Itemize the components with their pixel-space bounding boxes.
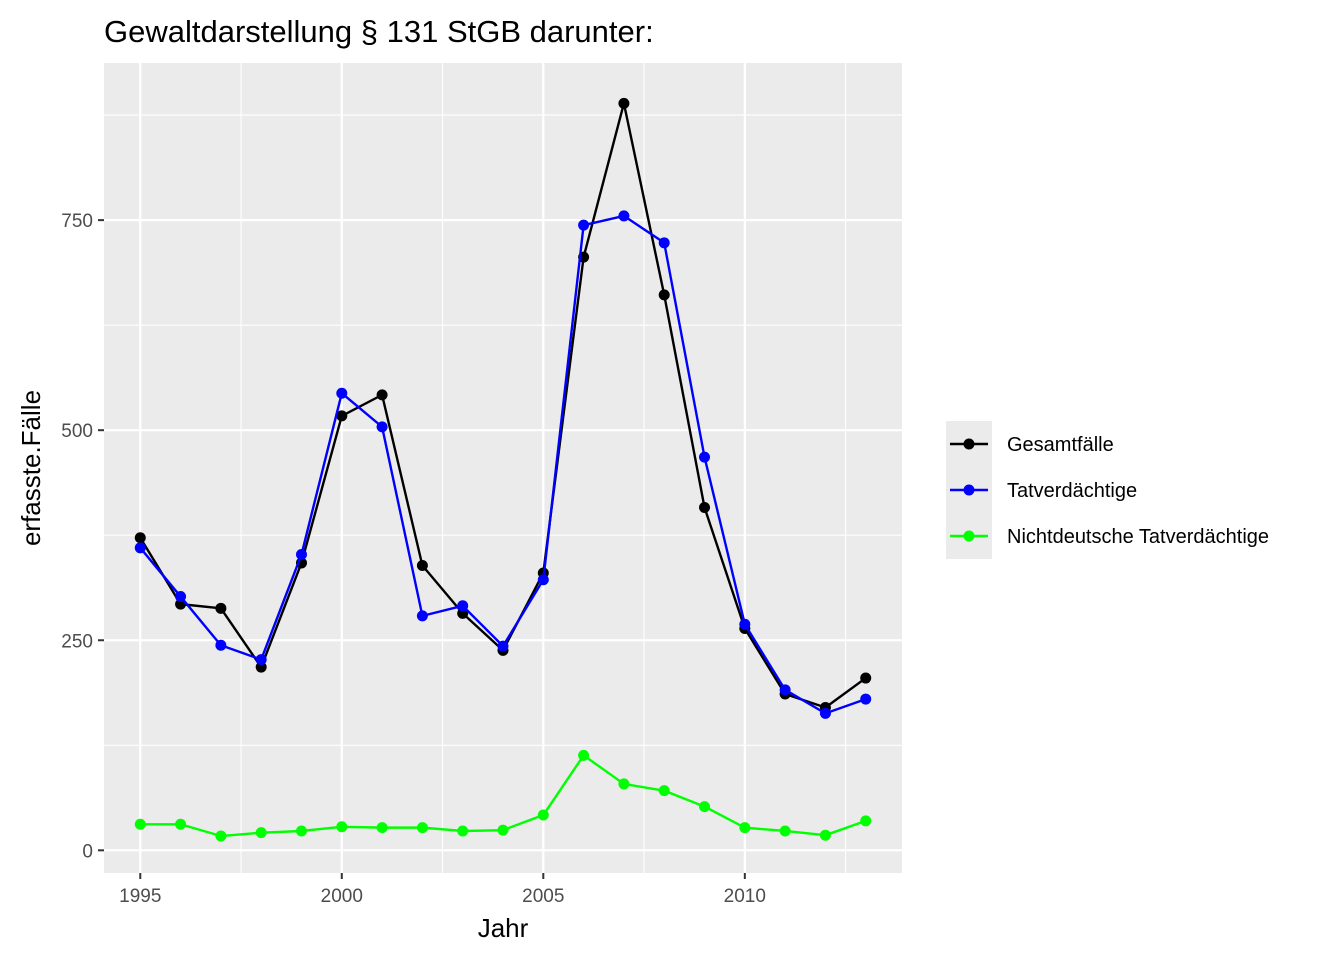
legend-label: Gesamtfälle — [1007, 434, 1114, 456]
series-3 — [134, 749, 872, 842]
series-2-point — [658, 237, 670, 249]
series-2-point — [699, 451, 711, 463]
series-2-point — [618, 210, 630, 222]
y-tick-label: 500 — [61, 421, 93, 442]
series-3-point — [295, 825, 307, 837]
series-3-point — [134, 818, 146, 830]
series-3-point — [819, 829, 831, 841]
plot-panel — [104, 63, 902, 873]
series-2-point — [295, 549, 307, 561]
series-2-point — [255, 654, 267, 666]
series-2-point — [416, 610, 428, 622]
legend-label: Nichtdeutsche Tatverdächtige — [1007, 526, 1269, 548]
series-1-point — [699, 501, 711, 513]
series-3-point — [457, 825, 469, 837]
series-2 — [134, 210, 872, 719]
chart-title: Gewaltdarstellung § 131 StGB darunter: — [104, 14, 654, 49]
series-1-point — [336, 410, 348, 422]
y-axis-title: erfasste.Fälle — [16, 390, 46, 546]
x-axis: 1995 2000 2005 2010 — [119, 873, 766, 907]
series-3-point — [658, 785, 670, 797]
series-3-point — [255, 827, 267, 839]
y-tick-label: 750 — [61, 211, 93, 232]
series-2-point — [457, 600, 469, 612]
series-2-point — [376, 421, 388, 433]
series-2-point — [578, 219, 590, 231]
legend-key-point — [963, 530, 975, 542]
series-3-point — [739, 822, 751, 834]
x-tick-label: 1995 — [119, 886, 161, 907]
series-2-point — [134, 542, 146, 554]
series-2-point — [497, 640, 509, 652]
legend-key-point — [963, 438, 975, 450]
series-3-point — [537, 809, 549, 821]
series-1-point — [618, 97, 630, 109]
series-3-point — [416, 822, 428, 834]
major-gridlines — [104, 63, 902, 873]
y-tick-label: 250 — [61, 631, 93, 652]
series-3-point — [779, 825, 791, 837]
series-1-point — [255, 661, 267, 673]
series-2-point — [175, 591, 187, 603]
legend-label: Tatverdächtige — [1007, 480, 1137, 502]
series-1-point — [376, 389, 388, 401]
series-3-point — [336, 821, 348, 833]
series-1-point — [658, 289, 670, 301]
series-2-point — [336, 387, 348, 399]
series-1-point — [416, 559, 428, 571]
series-2-point — [215, 639, 227, 651]
x-axis-title: Jahr — [478, 913, 529, 943]
y-tick-label: 0 — [82, 841, 93, 862]
x-tick-label: 2010 — [724, 886, 766, 907]
series-3-point — [376, 822, 388, 834]
series-layer — [134, 97, 872, 842]
x-tick-label: 2005 — [522, 886, 564, 907]
series-2-point — [860, 693, 872, 705]
legend-key-point — [963, 484, 975, 496]
series-3-point — [699, 801, 711, 813]
series-3-point — [618, 778, 630, 790]
series-3-point — [860, 815, 872, 827]
x-tick-label: 2000 — [321, 886, 363, 907]
series-2-point — [819, 707, 831, 719]
series-2-point — [779, 684, 791, 696]
series-3-point — [497, 824, 509, 836]
series-1-point — [457, 607, 469, 619]
series-3-point — [175, 818, 187, 830]
series-1-point — [134, 532, 146, 544]
series-3-point — [215, 830, 227, 842]
legend: Gesamtfälle Tatverdächtige Nichtdeutsche T… — [946, 421, 1269, 559]
series-3-point — [578, 749, 590, 761]
series-1-point — [860, 672, 872, 684]
series-2-point — [537, 574, 549, 586]
y-axis: 0 250 500 750 — [61, 211, 104, 862]
series-2-point — [739, 618, 751, 630]
series-1-point — [215, 602, 227, 614]
